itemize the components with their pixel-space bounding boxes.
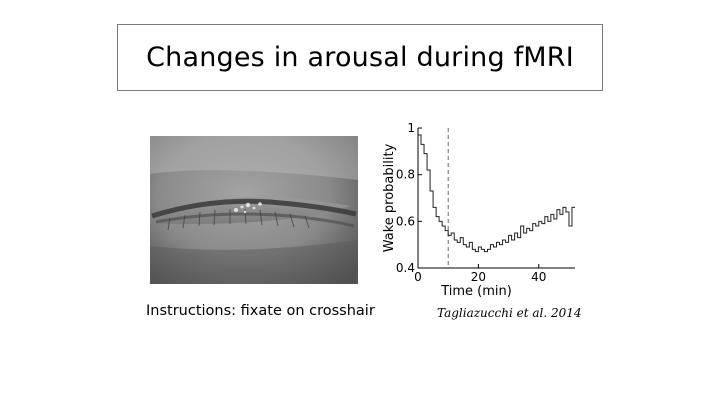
y-tick-label: 0.6 [396, 214, 415, 228]
y-tick-label: 1 [407, 121, 415, 135]
slide-title: Changes in arousal during fMRI [146, 42, 574, 73]
y-tick-label: 0.8 [396, 168, 415, 182]
chart-svg: 0.4 0.6 0.8 1 0 20 40 Time (min) Wake probabilit… [382, 121, 575, 299]
x-axis-label: Time (min) [440, 284, 512, 299]
closed-eye-photo [150, 136, 358, 284]
photo-caption: Instructions: fixate on crosshair [146, 303, 375, 319]
series-line-0 [418, 134, 575, 253]
slide-title-box: Changes in arousal during fMRI [117, 24, 603, 91]
closed-eye-image [150, 136, 358, 284]
wake-probability-chart: 0.4 0.6 0.8 1 0 20 40 Time (min) Wake probabilit… [380, 118, 585, 303]
y-axis-label: Wake probability [382, 143, 397, 252]
x-tick-label: 20 [471, 270, 486, 284]
y-tick-label: 0.4 [396, 261, 415, 275]
citation: Tagliazucchi et al. 2014 [437, 306, 582, 320]
x-tick-label: 40 [531, 270, 546, 284]
x-tick-label: 0 [414, 270, 422, 284]
